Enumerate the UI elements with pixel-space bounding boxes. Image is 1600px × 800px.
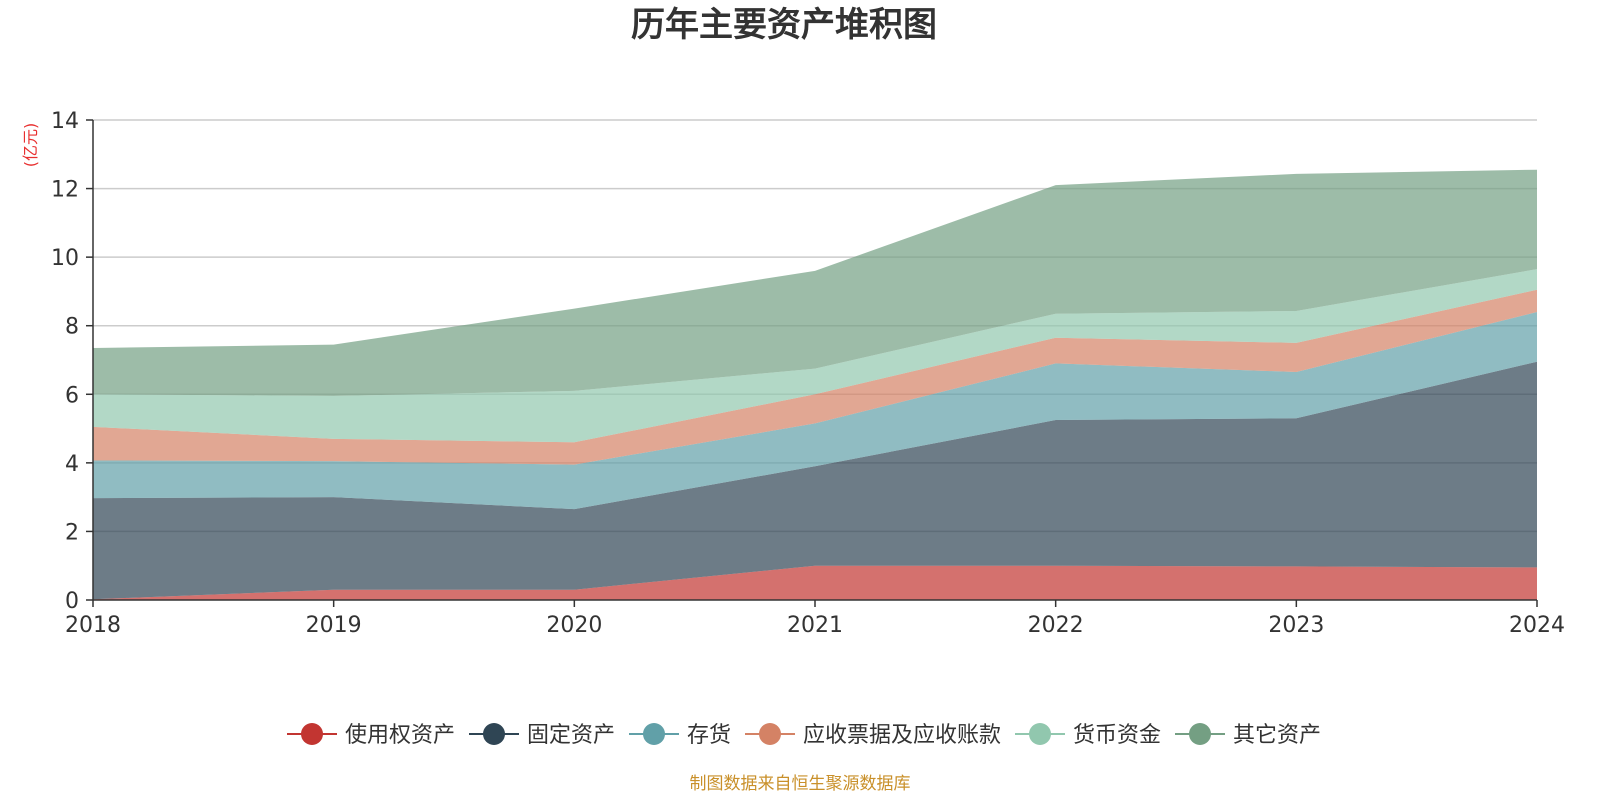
legend-label: 使用权资产 <box>345 723 455 748</box>
axes: 0 2 4 6 8 10 12 14 2018 2019 2020 2021 2022 2023 2024 <box>51 109 1565 638</box>
area-series-6[interactable] <box>93 169 1537 396</box>
legend-marker-icon <box>1189 723 1211 745</box>
area-series-1[interactable] <box>93 565 1537 600</box>
y-tick-label: 8 <box>65 315 79 340</box>
legend-item-2[interactable]: 固定资产 <box>469 723 615 748</box>
legend-label: 其它资产 <box>1233 723 1321 748</box>
legend[interactable]: 使用权资产 固定资产 存货 应收票据及应收账款 货币资金 其它资产 <box>287 723 1321 748</box>
legend-item-4[interactable]: 应收票据及应收账款 <box>745 723 1001 748</box>
area-series-5[interactable] <box>93 269 1537 443</box>
legend-item-6[interactable]: 其它资产 <box>1175 723 1321 748</box>
x-tick-label: 2019 <box>306 613 362 638</box>
x-tick-label: 2024 <box>1509 613 1565 638</box>
legend-item-5[interactable]: 货币资金 <box>1015 723 1161 748</box>
x-tick-label: 2021 <box>787 613 843 638</box>
legend-marker-icon <box>1029 723 1051 745</box>
legend-marker-icon <box>643 723 665 745</box>
y-tick-label: 6 <box>65 383 79 408</box>
source-note: 制图数据来自恒生聚源数据库 <box>690 774 911 794</box>
legend-item-3[interactable]: 存货 <box>629 723 731 748</box>
y-tick-label: 4 <box>65 452 79 477</box>
y-tick-label: 10 <box>51 246 79 271</box>
area-series <box>93 169 1537 600</box>
y-tick-label: 14 <box>51 109 79 134</box>
legend-label: 存货 <box>687 723 731 748</box>
y-axis-unit-label: (亿元) <box>21 123 40 168</box>
x-tick-label: 2020 <box>546 613 602 638</box>
chart-title: 历年主要资产堆积图 <box>631 5 937 45</box>
legend-label: 应收票据及应收账款 <box>803 723 1001 748</box>
area-series-2[interactable] <box>93 361 1537 600</box>
area-series-4[interactable] <box>93 289 1537 465</box>
y-tick-label: 0 <box>65 589 79 614</box>
x-tick-label: 2022 <box>1028 613 1084 638</box>
area-series-3[interactable] <box>93 312 1537 510</box>
x-tick-label: 2023 <box>1268 613 1324 638</box>
legend-marker-icon <box>483 723 505 745</box>
legend-label: 货币资金 <box>1073 723 1161 748</box>
legend-label: 固定资产 <box>527 723 615 748</box>
legend-marker-icon <box>301 723 323 745</box>
y-tick-label: 12 <box>51 178 79 203</box>
legend-item-1[interactable]: 使用权资产 <box>287 723 455 748</box>
legend-marker-icon <box>759 723 781 745</box>
y-tick-label: 2 <box>65 520 79 545</box>
x-tick-label: 2018 <box>65 613 121 638</box>
